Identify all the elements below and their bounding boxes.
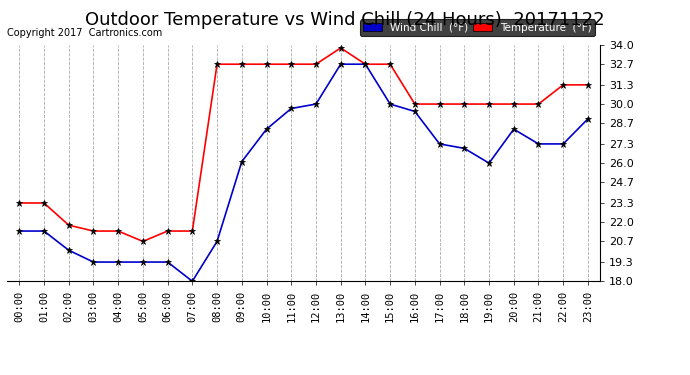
Text: Outdoor Temperature vs Wind Chill (24 Hours)  20171122: Outdoor Temperature vs Wind Chill (24 Ho… [85,11,605,29]
Legend: Wind Chill  (°F), Temperature  (°F): Wind Chill (°F), Temperature (°F) [359,20,595,36]
Text: Copyright 2017  Cartronics.com: Copyright 2017 Cartronics.com [7,28,162,39]
